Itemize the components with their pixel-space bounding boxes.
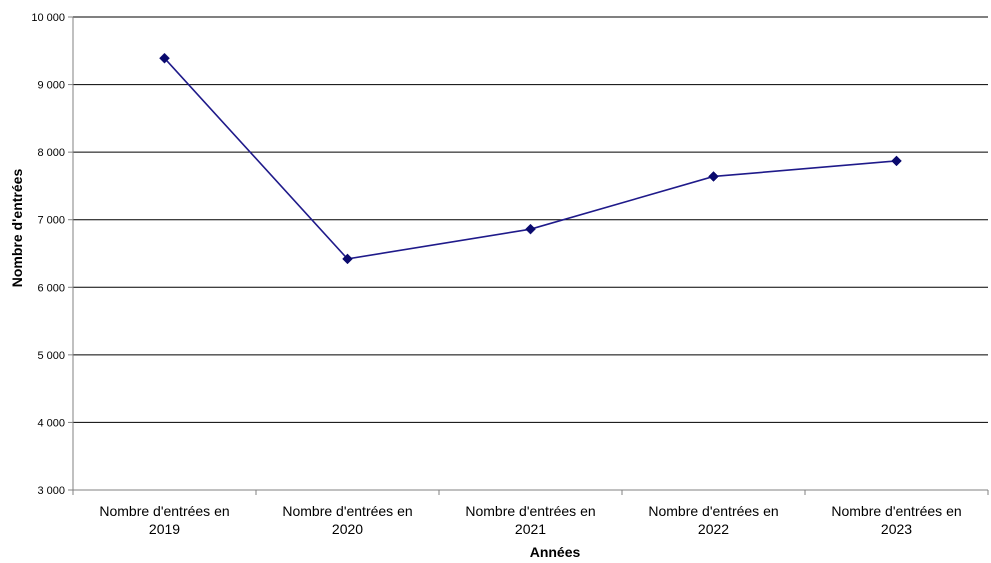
axes — [68, 16, 989, 495]
y-tick-label: 9 000 — [37, 80, 65, 92]
y-tick-label: 8 000 — [37, 147, 65, 159]
y-axis-title: Nombre d'entrées — [9, 169, 25, 288]
data-point-marker — [525, 223, 536, 235]
gridlines — [73, 16, 988, 423]
y-tick-labels: 3 000 4 000 5 000 6 000 7 000 8 000 9 000 10 00… — [31, 12, 65, 497]
y-tick-label: 5 000 — [37, 350, 65, 362]
x-category-label: Nombre d'entrées en 2019 — [99, 503, 229, 537]
y-tick-label: 3 000 — [37, 485, 65, 497]
x-axis-title: Années — [530, 544, 581, 560]
y-tick-label: 4 000 — [37, 417, 65, 429]
y-tick-label: 6 000 — [37, 282, 65, 294]
data-point-marker — [891, 155, 902, 167]
x-category-label: Nombre d'entrées en 2020 — [282, 503, 412, 537]
x-category-label: Nombre d'entrées en 2022 — [648, 503, 778, 537]
x-category-label: Nombre d'entrées en 2021 — [465, 503, 595, 537]
data-point-marker — [159, 52, 170, 64]
y-tick-label: 7 000 — [37, 215, 65, 227]
data-series — [159, 52, 902, 265]
data-point-marker — [342, 253, 353, 265]
x-category-labels: Nombre d'entrées en 2019 Nombre d'entrées … — [99, 503, 961, 537]
y-tick-label: 10 000 — [31, 12, 65, 24]
x-category-label: Nombre d'entrées en 2023 — [831, 503, 961, 537]
data-point-marker — [708, 171, 719, 182]
